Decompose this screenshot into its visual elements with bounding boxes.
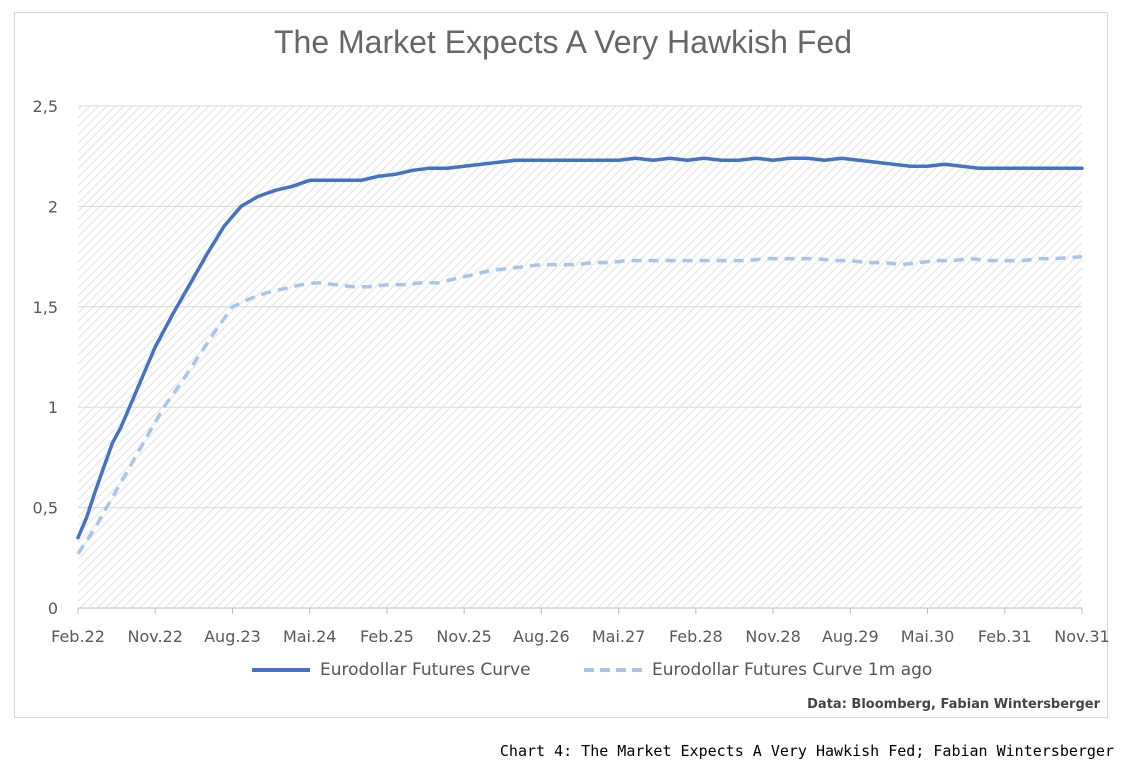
x-tick-label: Aug.26 xyxy=(513,627,570,646)
y-tick-label: 2 xyxy=(48,197,58,216)
legend-item-1m-ago: Eurodollar Futures Curve 1m ago xyxy=(584,660,932,680)
x-tick-label: Mai.30 xyxy=(901,627,955,646)
legend-swatch-dashed xyxy=(584,668,642,672)
y-tick-label: 1,5 xyxy=(33,298,58,317)
plot-background xyxy=(78,106,1082,608)
x-tick-label: Aug.23 xyxy=(204,627,261,646)
x-tick-label: Mai.24 xyxy=(283,627,337,646)
y-tick-label: 0,5 xyxy=(33,499,58,518)
x-tick-label: Feb.31 xyxy=(978,627,1032,646)
y-tick-label: 0 xyxy=(48,599,58,618)
x-tick-label: Feb.28 xyxy=(669,627,723,646)
legend: Eurodollar Futures Curve Eurodollar Futu… xyxy=(0,660,1126,690)
legend-swatch-solid xyxy=(252,668,310,672)
x-tick-label: Nov.28 xyxy=(745,627,800,646)
x-tick-label: Nov.31 xyxy=(1054,627,1109,646)
chart-title: The Market Expects A Very Hawkish Fed xyxy=(273,24,852,60)
x-tick-label: Mai.27 xyxy=(592,627,646,646)
y-tick-label: 2,5 xyxy=(33,97,58,116)
x-tick-label: Nov.22 xyxy=(128,627,183,646)
y-tick-label: 1 xyxy=(48,398,58,417)
x-tick-label: Aug.29 xyxy=(822,627,879,646)
legend-label-1m-ago: Eurodollar Futures Curve 1m ago xyxy=(652,660,933,680)
series-line-1m-ago xyxy=(76,254,1083,555)
x-tick-label: Nov.25 xyxy=(436,627,491,646)
legend-item-current: Eurodollar Futures Curve xyxy=(252,660,531,680)
plot-area: 0 0,5 1 1,5 2 2,5 Feb.22 Nov.22 Aug.23 Mai.24 Feb.… xyxy=(33,97,1110,646)
x-tick-label: Feb.22 xyxy=(51,627,105,646)
x-tick-label: Feb.25 xyxy=(360,627,414,646)
figure-caption: Chart 4: The Market Expects A Very Hawki… xyxy=(499,742,1114,760)
series-line-current xyxy=(76,156,1084,540)
legend-label-current: Eurodollar Futures Curve xyxy=(320,660,531,680)
source-note: Data: Bloomberg, Fabian Wintersberger xyxy=(807,697,1100,712)
